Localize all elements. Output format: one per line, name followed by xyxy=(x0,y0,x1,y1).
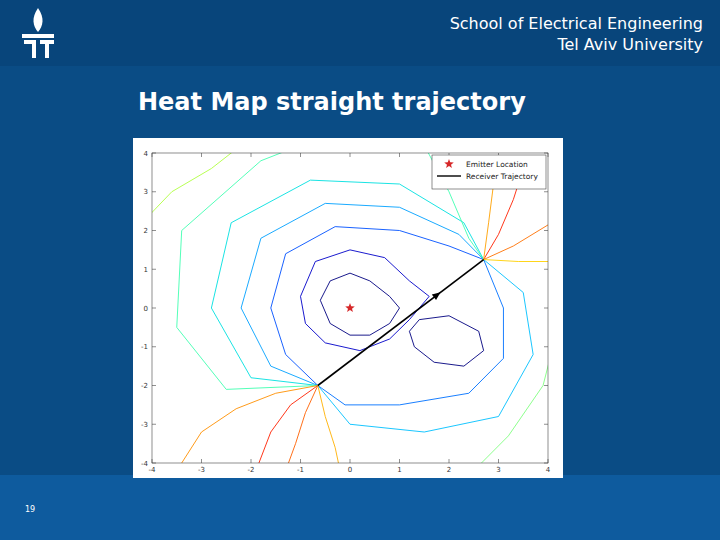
header-university: Tel Aviv University xyxy=(556,35,703,54)
trajectory-line xyxy=(318,260,484,386)
x-tick-label: 1 xyxy=(397,466,401,474)
contour-line xyxy=(409,316,483,366)
background xyxy=(0,0,720,540)
y-tick-label: -2 xyxy=(141,382,148,390)
legend-line xyxy=(437,175,461,176)
logo-bar xyxy=(22,34,54,38)
contour-line xyxy=(301,250,430,351)
plot-area xyxy=(152,153,548,463)
y-tick-label: -1 xyxy=(141,343,148,351)
x-tick-label: 2 xyxy=(447,466,451,474)
contour-line xyxy=(152,153,241,223)
y-tick-label: -3 xyxy=(141,421,148,429)
x-tick xyxy=(350,153,351,463)
y-tick xyxy=(152,463,548,464)
y-tick-label: 2 xyxy=(144,227,148,235)
x-tick xyxy=(300,153,301,463)
y-tick-label: 0 xyxy=(144,305,148,313)
y-tick xyxy=(152,308,548,309)
contour-line xyxy=(318,260,533,432)
trajectory-arrowhead xyxy=(432,292,441,300)
contour-line xyxy=(211,180,483,385)
x-tick-label: -2 xyxy=(248,466,255,474)
contour-line xyxy=(271,227,484,386)
x-tick xyxy=(498,153,499,463)
logo xyxy=(22,8,54,58)
legend-label: Emitter Location xyxy=(466,160,528,169)
contour-line xyxy=(484,260,548,262)
x-tick xyxy=(449,153,450,463)
y-tick xyxy=(152,269,548,270)
contour-line xyxy=(286,386,318,464)
y-tick xyxy=(152,424,548,425)
x-tick-label: 4 xyxy=(546,466,551,474)
contour-line xyxy=(318,386,340,464)
header-school: School of Electrical Engineering xyxy=(450,14,703,33)
logo-mark xyxy=(24,40,54,58)
legend-box xyxy=(432,155,546,189)
x-tick-label: -1 xyxy=(297,466,304,474)
y-tick-label: 3 xyxy=(144,188,148,196)
x-tick xyxy=(251,153,252,463)
y-tick-label: 1 xyxy=(144,266,148,274)
title: Heat Map straight trajectory xyxy=(138,88,526,116)
contour-line xyxy=(241,203,484,385)
plot-frame xyxy=(152,153,548,463)
figure-background xyxy=(133,138,563,478)
axes: -4 -3 -2 -1 0 1 2 3 4 -4 -3 -2 -1 0 1 2 3 4 xyxy=(141,150,551,475)
x-tick-label: 0 xyxy=(348,466,352,474)
legend: Emitter Location Receiver Trajectory xyxy=(432,155,546,189)
contour-line xyxy=(177,153,318,389)
header-band xyxy=(0,0,720,66)
contour-line xyxy=(474,327,548,463)
contour-line xyxy=(318,260,504,405)
y-tick xyxy=(152,153,548,154)
footer-band xyxy=(0,475,720,540)
contour-line xyxy=(177,386,318,464)
logo-flame xyxy=(33,8,42,32)
legend-label: Receiver Trajectory xyxy=(466,172,538,181)
y-tick xyxy=(152,191,548,192)
contour-line xyxy=(484,219,548,260)
x-tick xyxy=(399,153,400,463)
y-tick xyxy=(152,346,548,347)
x-tick-label: -3 xyxy=(198,466,205,474)
contour-line xyxy=(320,273,399,335)
x-tick xyxy=(201,153,202,463)
emitter-marker xyxy=(345,303,355,312)
slide: School of Electrical Engineering Tel Aviv… xyxy=(0,0,720,540)
y-tick-label: -4 xyxy=(141,460,149,468)
page-number: 19 xyxy=(25,505,35,514)
x-tick-label: 3 xyxy=(496,466,500,474)
y-tick-label: 4 xyxy=(144,150,149,158)
legend-marker xyxy=(444,159,454,168)
y-tick xyxy=(152,230,548,231)
contour-line xyxy=(484,184,494,260)
contour-line xyxy=(484,184,519,260)
y-tick xyxy=(152,385,548,386)
x-tick-label: -4 xyxy=(149,466,157,474)
